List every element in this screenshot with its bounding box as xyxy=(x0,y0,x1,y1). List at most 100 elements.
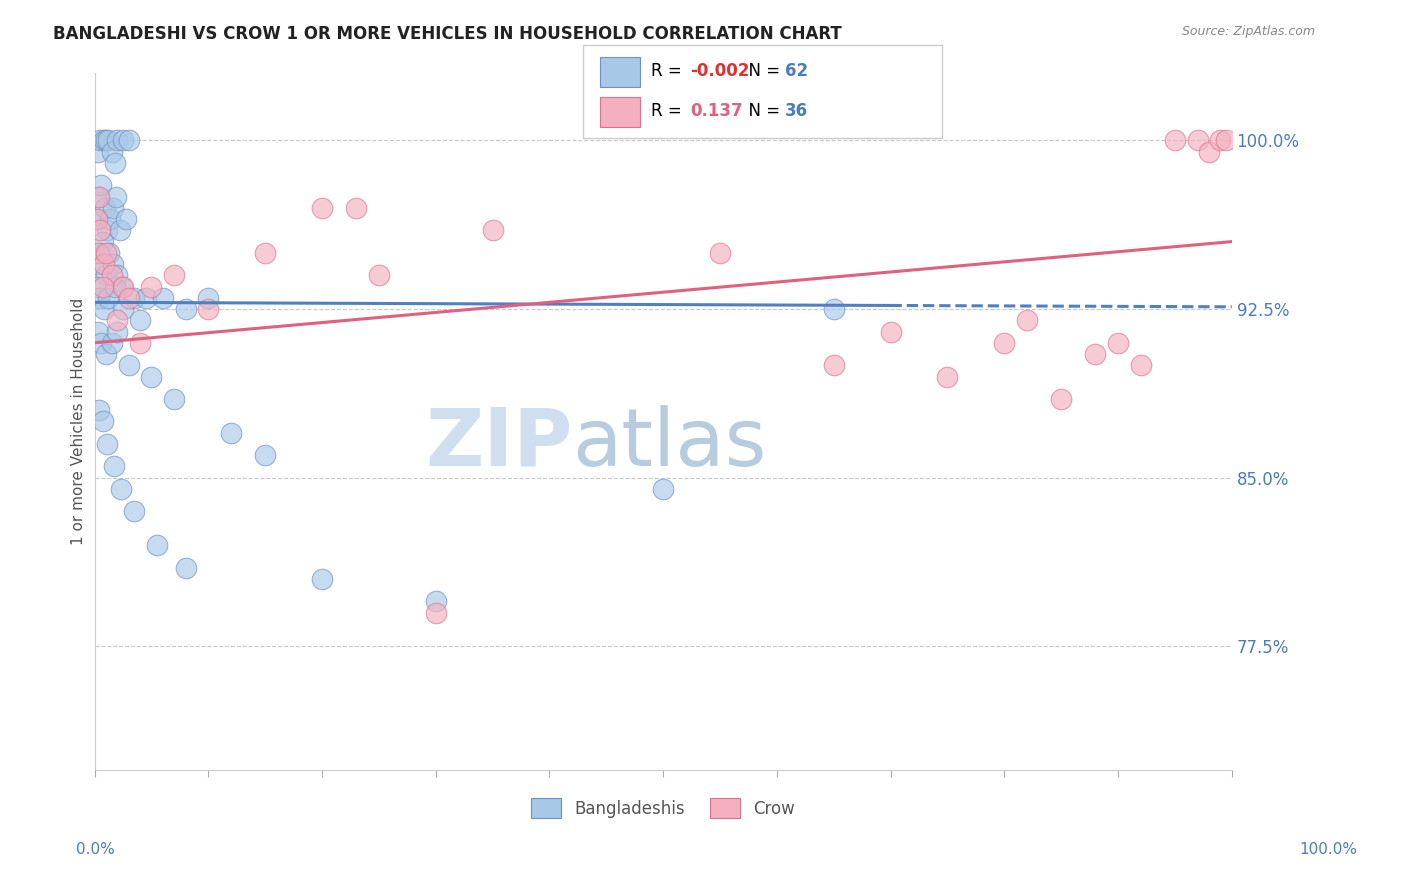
Point xyxy=(110,482,132,496)
Point xyxy=(1015,313,1038,327)
Point xyxy=(174,301,197,316)
Text: R =: R = xyxy=(651,103,692,120)
Point xyxy=(89,223,111,237)
Text: N =: N = xyxy=(738,103,786,120)
Point xyxy=(96,223,118,237)
Point xyxy=(101,257,124,271)
Text: 62: 62 xyxy=(785,62,807,80)
Point xyxy=(118,291,141,305)
Point xyxy=(103,459,125,474)
Point xyxy=(652,482,675,496)
Text: 36: 36 xyxy=(785,103,807,120)
Point xyxy=(141,369,163,384)
Point xyxy=(311,572,333,586)
Point xyxy=(94,201,117,215)
Point xyxy=(823,359,845,373)
Text: Source: ZipAtlas.com: Source: ZipAtlas.com xyxy=(1181,25,1315,38)
Point xyxy=(146,538,169,552)
Point xyxy=(87,257,110,271)
Point xyxy=(97,291,120,305)
Point xyxy=(1129,359,1152,373)
Point xyxy=(129,313,152,327)
Point xyxy=(118,133,141,147)
Point xyxy=(129,335,152,350)
Point xyxy=(425,606,447,620)
Point xyxy=(98,245,121,260)
Point xyxy=(105,313,128,327)
Point xyxy=(91,279,114,293)
Point xyxy=(91,235,114,249)
Point xyxy=(367,268,389,283)
Legend: Bangladeshis, Crow: Bangladeshis, Crow xyxy=(524,792,801,824)
Point xyxy=(118,359,141,373)
Y-axis label: 1 or more Vehicles in Household: 1 or more Vehicles in Household xyxy=(72,298,86,545)
Point xyxy=(90,178,112,193)
Point xyxy=(1164,133,1187,147)
Point xyxy=(108,223,131,237)
Point xyxy=(86,212,108,227)
Point xyxy=(104,279,127,293)
Text: N =: N = xyxy=(738,62,786,80)
Point xyxy=(105,133,128,147)
Point xyxy=(87,189,110,203)
Point xyxy=(100,268,122,283)
Point xyxy=(425,594,447,608)
Point xyxy=(86,212,108,227)
Text: atlas: atlas xyxy=(572,405,766,483)
Point xyxy=(709,245,731,260)
Point xyxy=(100,212,122,227)
Point xyxy=(93,301,115,316)
Text: R =: R = xyxy=(651,62,688,80)
Point xyxy=(97,133,120,147)
Point xyxy=(91,415,114,429)
Point xyxy=(111,301,134,316)
Point xyxy=(1198,145,1220,159)
Point xyxy=(823,301,845,316)
Point xyxy=(152,291,174,305)
Point xyxy=(936,369,959,384)
Point xyxy=(344,201,367,215)
Point xyxy=(105,268,128,283)
Point xyxy=(87,145,110,159)
Point xyxy=(1187,133,1209,147)
Text: 100.0%: 100.0% xyxy=(1299,842,1358,856)
Point xyxy=(105,189,128,203)
Point xyxy=(1209,133,1232,147)
Point xyxy=(93,257,115,271)
Point xyxy=(197,301,219,316)
Text: -0.002: -0.002 xyxy=(690,62,749,80)
Point xyxy=(93,133,115,147)
Point xyxy=(254,448,277,462)
Text: 0.0%: 0.0% xyxy=(76,842,115,856)
Point xyxy=(87,403,110,417)
Point xyxy=(87,291,110,305)
Point xyxy=(100,145,122,159)
Point xyxy=(879,325,901,339)
Point xyxy=(219,425,242,440)
Point xyxy=(1084,347,1107,361)
Point xyxy=(993,335,1015,350)
Point xyxy=(124,504,146,518)
Point xyxy=(87,245,110,260)
Point xyxy=(87,325,110,339)
Text: 0.137: 0.137 xyxy=(690,103,742,120)
Point xyxy=(311,201,333,215)
Point xyxy=(90,335,112,350)
Point xyxy=(96,437,118,451)
Point xyxy=(1050,392,1073,406)
Point xyxy=(1107,335,1129,350)
Point xyxy=(174,560,197,574)
Point xyxy=(111,279,134,293)
Point xyxy=(481,223,503,237)
Point xyxy=(141,279,163,293)
Point xyxy=(105,325,128,339)
Point xyxy=(89,133,111,147)
Point xyxy=(86,279,108,293)
Point xyxy=(1215,133,1237,147)
Point xyxy=(101,201,124,215)
Text: BANGLADESHI VS CROW 1 OR MORE VEHICLES IN HOUSEHOLD CORRELATION CHART: BANGLADESHI VS CROW 1 OR MORE VEHICLES I… xyxy=(53,25,842,43)
Point xyxy=(89,245,111,260)
Point xyxy=(135,291,157,305)
Point xyxy=(111,279,134,293)
Text: ZIP: ZIP xyxy=(425,405,572,483)
